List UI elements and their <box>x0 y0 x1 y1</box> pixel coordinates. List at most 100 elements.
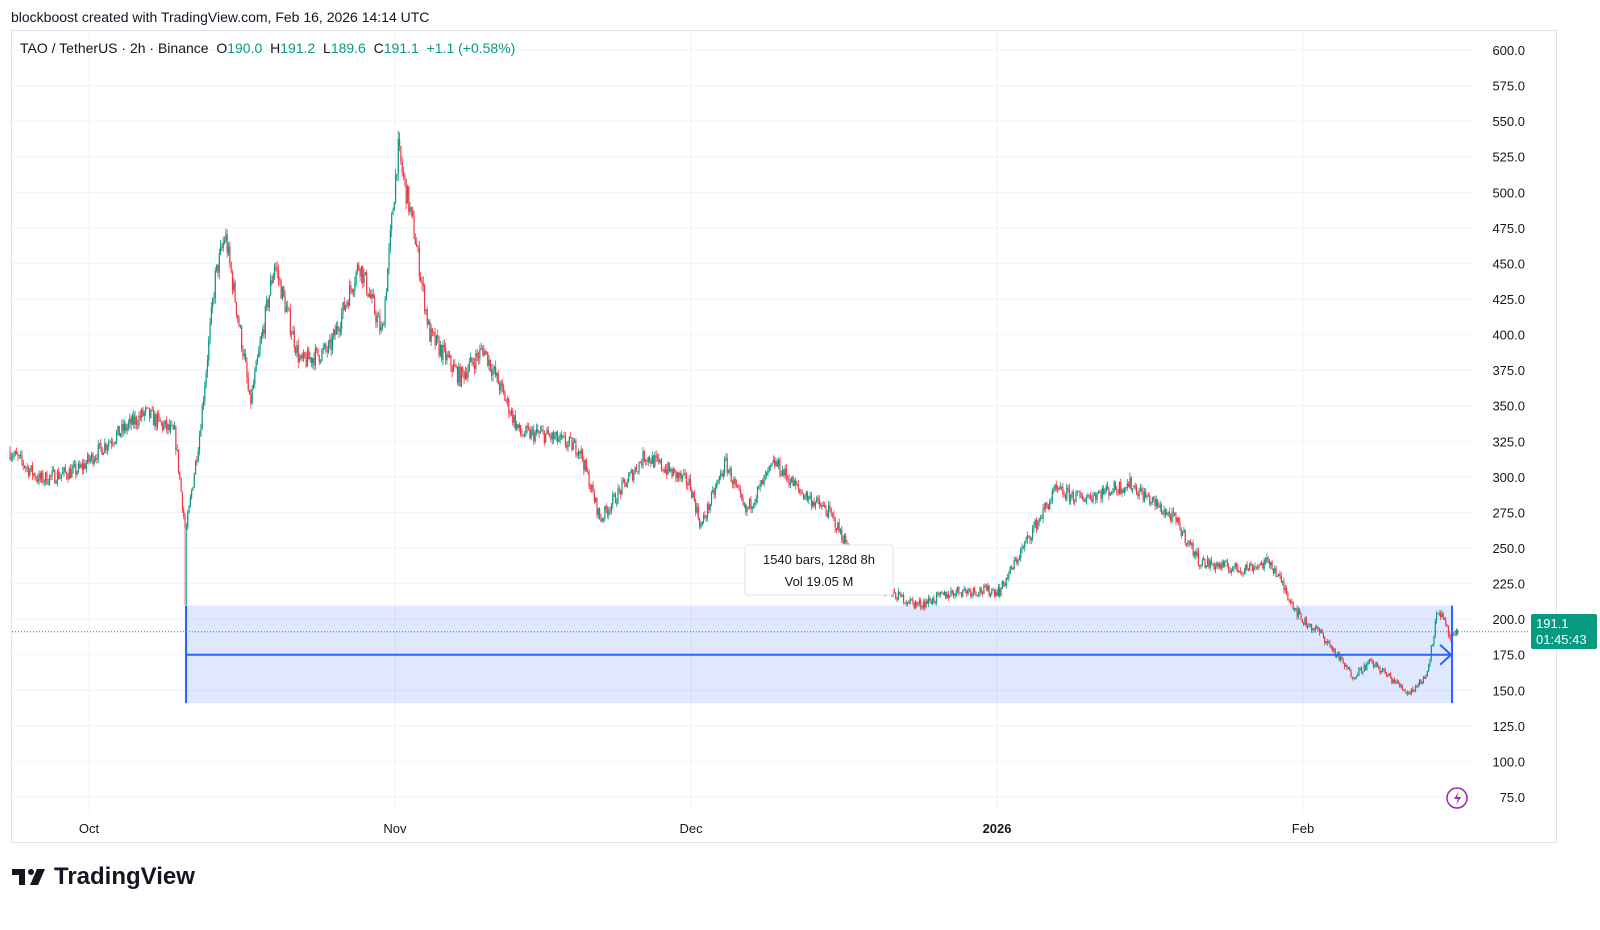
candle <box>1109 492 1111 496</box>
candle <box>298 358 301 362</box>
candle <box>1345 665 1347 667</box>
candle <box>1054 484 1056 491</box>
candle <box>591 484 593 490</box>
candle <box>710 492 713 505</box>
candle <box>1246 564 1248 569</box>
candle <box>25 467 27 469</box>
candle <box>562 435 564 437</box>
candle <box>1059 486 1061 490</box>
candle <box>450 355 452 367</box>
y-tick-label: 450.0 <box>1492 256 1525 271</box>
candle <box>987 585 989 591</box>
candle <box>21 454 23 462</box>
candle <box>455 366 457 368</box>
candle <box>1035 519 1038 530</box>
candle <box>514 415 516 429</box>
candle <box>1179 521 1181 530</box>
candle <box>1410 688 1413 693</box>
candle <box>583 460 585 471</box>
candle <box>817 497 819 500</box>
candle <box>273 266 276 276</box>
candle <box>991 590 993 594</box>
symbol-title[interactable]: TAO / TetherUS · 2h · Binance <box>20 40 209 56</box>
y-tick-label: 275.0 <box>1492 505 1525 520</box>
candle <box>1412 688 1414 692</box>
candle <box>227 246 230 254</box>
candle <box>56 471 59 484</box>
candle <box>893 589 895 594</box>
candle <box>903 594 905 604</box>
candle <box>1205 565 1207 568</box>
candle <box>834 517 836 529</box>
candle <box>1218 564 1221 568</box>
candle <box>437 335 439 340</box>
candle <box>66 472 68 478</box>
candle <box>1349 667 1351 671</box>
candle <box>947 593 949 598</box>
candle <box>1310 623 1313 631</box>
candle <box>1116 489 1118 492</box>
candle <box>620 489 622 495</box>
candle <box>821 505 823 508</box>
candle <box>1283 581 1285 590</box>
candle <box>1258 564 1260 568</box>
candle <box>1099 492 1101 493</box>
candle <box>958 586 960 593</box>
candle <box>1364 664 1367 670</box>
candle <box>1422 677 1425 684</box>
candle <box>194 460 197 475</box>
candle <box>795 480 797 485</box>
close-label: C <box>373 40 384 56</box>
candle <box>784 468 786 476</box>
candle <box>1242 572 1244 574</box>
candle <box>310 357 313 364</box>
chart-frame[interactable] <box>11 30 1557 843</box>
candle <box>593 492 595 502</box>
candle <box>650 461 652 464</box>
candle <box>1380 670 1382 673</box>
candle <box>1163 509 1165 514</box>
candle <box>920 600 922 608</box>
candle <box>695 500 697 513</box>
candle <box>326 349 328 352</box>
candle <box>1110 492 1113 494</box>
candle <box>912 599 914 602</box>
candle <box>677 472 680 478</box>
candle <box>146 407 148 409</box>
candle <box>520 425 522 435</box>
candle <box>445 347 447 361</box>
last-price-value: 191.1 <box>1536 616 1569 631</box>
candle <box>938 592 940 595</box>
candle <box>895 593 897 600</box>
tradingview-logo[interactable]: TradingView <box>12 863 195 891</box>
candle <box>826 512 828 517</box>
candle <box>588 472 590 489</box>
candle <box>942 593 944 596</box>
candle <box>968 589 971 591</box>
candle <box>366 272 368 294</box>
candle <box>434 333 436 346</box>
candle <box>904 603 906 604</box>
candle <box>931 597 934 604</box>
candle <box>1050 499 1052 503</box>
candle <box>717 479 719 484</box>
candle <box>1172 511 1174 513</box>
candle <box>688 478 690 486</box>
candle <box>335 325 338 335</box>
candle <box>1278 573 1280 577</box>
candle <box>421 280 423 284</box>
candle <box>226 234 228 254</box>
candle <box>1081 495 1084 500</box>
lightning-icon[interactable] <box>1446 787 1468 809</box>
candle <box>725 458 727 459</box>
candle <box>179 471 181 479</box>
candle <box>787 476 789 479</box>
candle <box>75 464 77 475</box>
candle <box>978 594 980 596</box>
candle <box>806 492 809 500</box>
candle <box>27 466 30 476</box>
candle <box>1178 517 1180 522</box>
candle <box>1096 493 1098 500</box>
candle <box>87 454 89 463</box>
